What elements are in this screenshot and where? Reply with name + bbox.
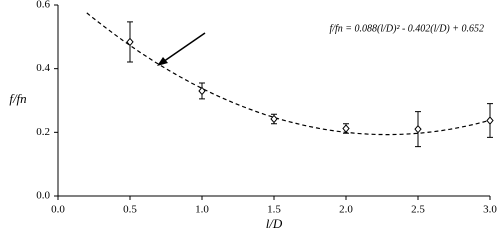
x-axis-label: l/D xyxy=(266,216,283,231)
marker xyxy=(198,86,206,96)
fit-curve xyxy=(86,12,491,136)
marker xyxy=(414,124,422,134)
x-tick-label: 0.5 xyxy=(123,204,137,216)
y-tick-label: 0.2 xyxy=(36,126,50,138)
marker xyxy=(126,37,134,47)
arrow-head xyxy=(157,57,168,66)
annotation-arrow xyxy=(159,32,206,65)
y-tick-label: 0.6 xyxy=(36,0,50,11)
y-axis-label: f/fn xyxy=(9,91,26,106)
x-tick-label: 1.0 xyxy=(195,204,209,216)
marker xyxy=(486,116,494,125)
x-tick-label: 3.0 xyxy=(483,204,497,216)
x-tick-label: 1.5 xyxy=(267,204,281,216)
y-tick-label: 0.0 xyxy=(36,190,50,202)
x-tick-label: 2.5 xyxy=(411,204,425,216)
x-tick-label: 2.0 xyxy=(339,204,353,216)
fit-equation: f/fn = 0.088(l/D)² - 0.402(l/D) + 0.652 xyxy=(329,23,484,34)
y-tick-label: 0.4 xyxy=(36,62,50,74)
marker xyxy=(342,124,350,133)
x-tick-label: 0.0 xyxy=(51,204,65,216)
marker xyxy=(270,114,278,124)
